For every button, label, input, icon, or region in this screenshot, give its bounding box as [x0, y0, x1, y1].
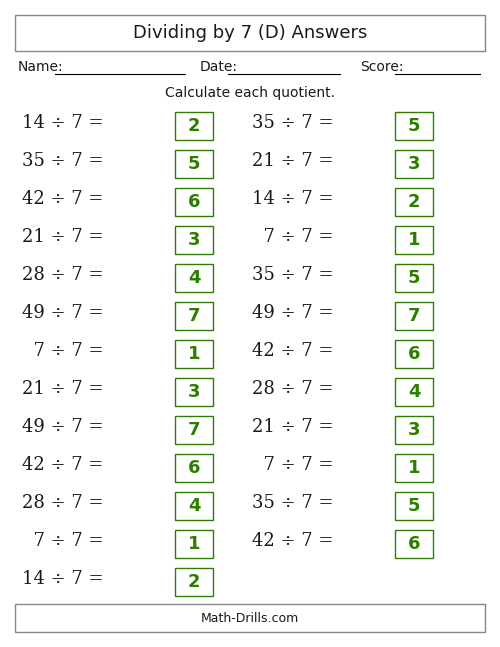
FancyBboxPatch shape: [395, 150, 433, 178]
Text: 6: 6: [188, 459, 200, 477]
Text: 49 ÷ 7 =: 49 ÷ 7 =: [252, 304, 334, 322]
FancyBboxPatch shape: [395, 188, 433, 216]
FancyBboxPatch shape: [175, 530, 213, 558]
Text: 6: 6: [408, 345, 420, 363]
FancyBboxPatch shape: [175, 264, 213, 292]
Text: 42 ÷ 7 =: 42 ÷ 7 =: [252, 342, 334, 360]
Text: 49 ÷ 7 =: 49 ÷ 7 =: [22, 418, 103, 436]
Text: 4: 4: [188, 269, 200, 287]
FancyBboxPatch shape: [175, 454, 213, 482]
Text: 21 ÷ 7 =: 21 ÷ 7 =: [22, 228, 103, 246]
Text: Date:: Date:: [200, 60, 238, 74]
Text: 35 ÷ 7 =: 35 ÷ 7 =: [252, 114, 334, 132]
Text: 7 ÷ 7 =: 7 ÷ 7 =: [252, 456, 334, 474]
Text: 7 ÷ 7 =: 7 ÷ 7 =: [22, 342, 103, 360]
Text: 2: 2: [188, 573, 200, 591]
Text: 3: 3: [408, 421, 420, 439]
Text: 7: 7: [188, 421, 200, 439]
Text: 6: 6: [408, 535, 420, 553]
Text: Dividing by 7 (D) Answers: Dividing by 7 (D) Answers: [133, 24, 367, 42]
Text: 7: 7: [188, 307, 200, 325]
Text: 5: 5: [408, 497, 420, 515]
Text: Score:: Score:: [360, 60, 404, 74]
FancyBboxPatch shape: [175, 340, 213, 368]
Text: 3: 3: [408, 155, 420, 173]
Text: 5: 5: [188, 155, 200, 173]
FancyBboxPatch shape: [175, 302, 213, 330]
Text: 4: 4: [408, 383, 420, 401]
Text: 7 ÷ 7 =: 7 ÷ 7 =: [252, 228, 334, 246]
FancyBboxPatch shape: [15, 604, 485, 632]
Text: 21 ÷ 7 =: 21 ÷ 7 =: [252, 152, 334, 170]
FancyBboxPatch shape: [15, 15, 485, 51]
Text: 49 ÷ 7 =: 49 ÷ 7 =: [22, 304, 103, 322]
Text: 5: 5: [408, 117, 420, 135]
Text: Math-Drills.com: Math-Drills.com: [201, 611, 299, 624]
Text: 14 ÷ 7 =: 14 ÷ 7 =: [252, 190, 334, 208]
FancyBboxPatch shape: [175, 378, 213, 406]
Text: 6: 6: [188, 193, 200, 211]
Text: Name:: Name:: [18, 60, 64, 74]
Text: 42 ÷ 7 =: 42 ÷ 7 =: [22, 190, 103, 208]
Text: 3: 3: [188, 383, 200, 401]
FancyBboxPatch shape: [395, 378, 433, 406]
Text: 42 ÷ 7 =: 42 ÷ 7 =: [22, 456, 103, 474]
Text: 5: 5: [408, 269, 420, 287]
FancyBboxPatch shape: [175, 188, 213, 216]
Text: 1: 1: [188, 345, 200, 363]
Text: 1: 1: [188, 535, 200, 553]
FancyBboxPatch shape: [175, 150, 213, 178]
FancyBboxPatch shape: [395, 264, 433, 292]
FancyBboxPatch shape: [395, 416, 433, 444]
FancyBboxPatch shape: [395, 112, 433, 140]
Text: 35 ÷ 7 =: 35 ÷ 7 =: [252, 266, 334, 284]
FancyBboxPatch shape: [175, 226, 213, 254]
Text: 28 ÷ 7 =: 28 ÷ 7 =: [22, 266, 103, 284]
Text: 42 ÷ 7 =: 42 ÷ 7 =: [252, 532, 334, 550]
Text: 4: 4: [188, 497, 200, 515]
FancyBboxPatch shape: [395, 454, 433, 482]
FancyBboxPatch shape: [395, 530, 433, 558]
Text: 21 ÷ 7 =: 21 ÷ 7 =: [22, 380, 103, 398]
Text: 7 ÷ 7 =: 7 ÷ 7 =: [22, 532, 103, 550]
Text: 1: 1: [408, 231, 420, 249]
FancyBboxPatch shape: [175, 568, 213, 596]
FancyBboxPatch shape: [175, 492, 213, 520]
Text: 14 ÷ 7 =: 14 ÷ 7 =: [22, 114, 103, 132]
FancyBboxPatch shape: [175, 112, 213, 140]
Text: 3: 3: [188, 231, 200, 249]
Text: 2: 2: [408, 193, 420, 211]
FancyBboxPatch shape: [395, 302, 433, 330]
Text: 28 ÷ 7 =: 28 ÷ 7 =: [22, 494, 103, 512]
Text: 7: 7: [408, 307, 420, 325]
Text: 21 ÷ 7 =: 21 ÷ 7 =: [252, 418, 334, 436]
Text: Calculate each quotient.: Calculate each quotient.: [165, 86, 335, 100]
FancyBboxPatch shape: [395, 492, 433, 520]
Text: 2: 2: [188, 117, 200, 135]
FancyBboxPatch shape: [395, 340, 433, 368]
Text: 14 ÷ 7 =: 14 ÷ 7 =: [22, 570, 103, 588]
Text: 35 ÷ 7 =: 35 ÷ 7 =: [22, 152, 103, 170]
Text: 28 ÷ 7 =: 28 ÷ 7 =: [252, 380, 334, 398]
FancyBboxPatch shape: [395, 226, 433, 254]
FancyBboxPatch shape: [175, 416, 213, 444]
Text: 35 ÷ 7 =: 35 ÷ 7 =: [252, 494, 334, 512]
Text: 1: 1: [408, 459, 420, 477]
